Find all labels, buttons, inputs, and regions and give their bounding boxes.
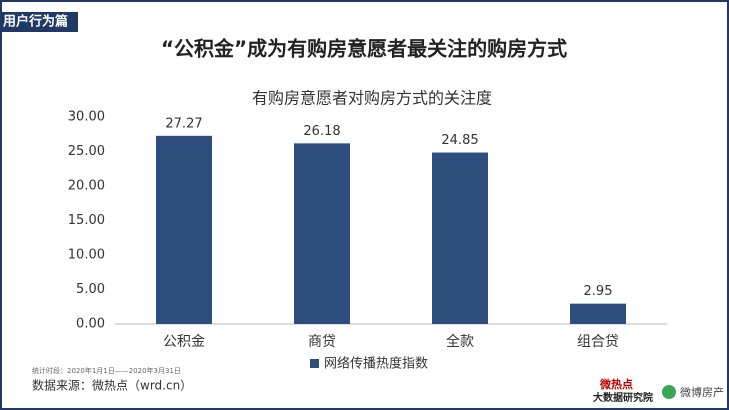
bar	[570, 303, 626, 324]
logo-text: 微热点	[599, 377, 633, 391]
section-tag: 用户行为篇	[2, 14, 68, 30]
legend-swatch	[310, 359, 319, 368]
bar	[294, 143, 350, 324]
chart-title: “公积金”成为有购房意愿者最关注的购房方式	[161, 37, 567, 61]
x-tick-label: 组合贷	[577, 334, 619, 350]
bar	[432, 152, 488, 324]
chart-subtitle: 有购房意愿者对购房方式的关注度	[252, 89, 492, 108]
data-label: 24.85	[441, 133, 478, 148]
x-tick-label: 公积金	[163, 334, 205, 350]
data-label: 27.27	[165, 116, 202, 131]
y-tick-label: 10.00	[68, 248, 105, 263]
logo-icon	[662, 385, 676, 399]
section-tab	[0, 12, 78, 32]
x-tick-label: 全款	[446, 333, 474, 350]
y-tick-label: 30.00	[68, 110, 105, 125]
y-tick-label: 0.00	[76, 317, 105, 332]
data-label: 26.18	[303, 124, 340, 139]
x-tick-label: 商贷	[308, 334, 336, 350]
period-note: 统计时段：2020年1月1日——2020年3月31日	[32, 366, 181, 375]
y-tick-label: 15.00	[68, 213, 105, 228]
source-note: 数据来源：微热点（wrd.cn）	[32, 378, 192, 393]
legend-label: 网络传播热度指数	[324, 356, 428, 372]
y-tick-label: 20.00	[68, 179, 105, 194]
bar	[156, 135, 212, 324]
y-tick-label: 25.00	[68, 144, 105, 159]
logo-text: 微博房产	[680, 385, 724, 399]
data-label: 2.95	[584, 284, 613, 299]
y-tick-label: 5.00	[76, 282, 105, 297]
logo-text: 大数据研究院	[593, 391, 653, 404]
